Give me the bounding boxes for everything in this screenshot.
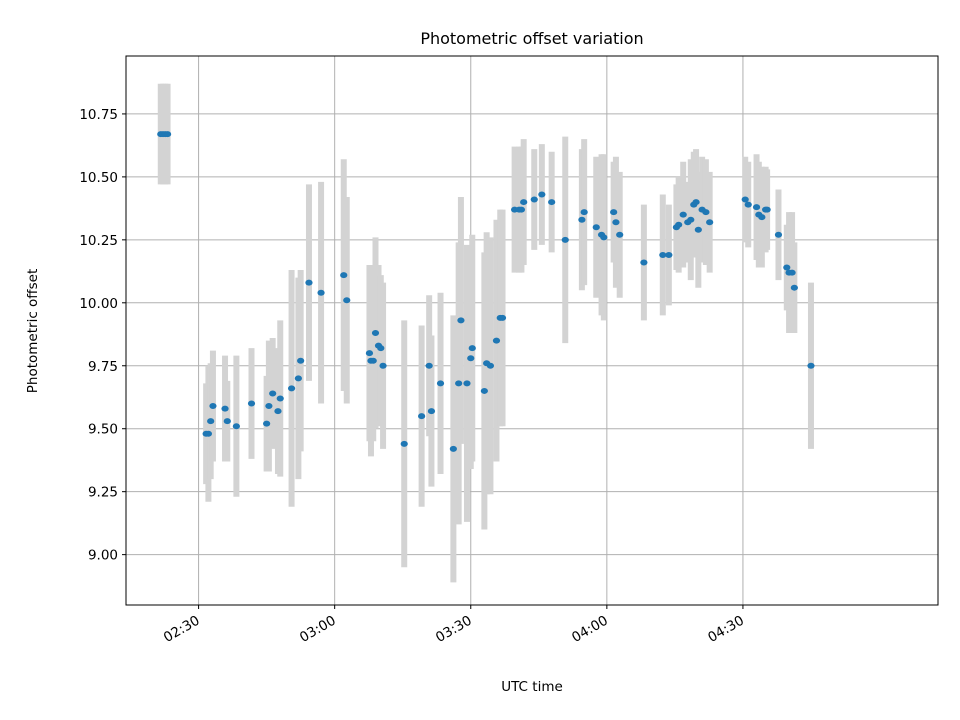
data-point bbox=[265, 403, 273, 410]
y-tick-label: 10.25 bbox=[79, 233, 118, 249]
data-point bbox=[207, 418, 215, 425]
data-point bbox=[561, 236, 569, 243]
data-point bbox=[520, 199, 528, 206]
y-tick-label: 9.75 bbox=[88, 359, 118, 375]
data-point bbox=[305, 279, 313, 286]
data-point bbox=[274, 408, 282, 415]
data-point bbox=[276, 395, 284, 402]
data-point bbox=[692, 199, 700, 206]
data-point bbox=[436, 380, 445, 387]
data-point bbox=[640, 259, 648, 266]
chart-title: Photometric offset variation bbox=[420, 29, 643, 48]
data-point bbox=[480, 387, 488, 394]
data-point bbox=[616, 231, 624, 238]
x-axis-ticks: 02:30 03:00 03:30 04:00 04:30 bbox=[161, 605, 747, 646]
data-point bbox=[247, 400, 256, 407]
data-point bbox=[418, 413, 426, 420]
data-point bbox=[600, 234, 608, 241]
data-point bbox=[223, 418, 231, 425]
x-tick-label: 02:30 bbox=[161, 613, 203, 646]
data-point bbox=[612, 219, 620, 226]
x-tick-label: 04:30 bbox=[705, 613, 747, 646]
data-point bbox=[340, 272, 348, 279]
data-point bbox=[807, 362, 815, 369]
data-point bbox=[741, 196, 749, 203]
data-point bbox=[548, 199, 556, 206]
data-point bbox=[486, 362, 495, 369]
data-point bbox=[679, 211, 687, 218]
data-point bbox=[665, 251, 673, 258]
data-point bbox=[449, 445, 457, 452]
data-point bbox=[758, 214, 766, 221]
y-tick-label: 10.75 bbox=[79, 107, 118, 123]
data-point bbox=[517, 206, 526, 213]
x-tick-label: 03:00 bbox=[297, 613, 339, 646]
data-point bbox=[287, 385, 296, 392]
data-point bbox=[687, 216, 695, 223]
data-point bbox=[463, 380, 471, 387]
plot-frame bbox=[125, 55, 939, 606]
data-point bbox=[774, 231, 783, 238]
data-point bbox=[783, 264, 791, 271]
data-point bbox=[427, 408, 436, 415]
data-point bbox=[343, 297, 351, 304]
data-point bbox=[317, 289, 325, 296]
data-point bbox=[592, 224, 600, 231]
data-point bbox=[263, 420, 271, 427]
data-point bbox=[530, 196, 538, 203]
data-point bbox=[204, 430, 213, 437]
data-point bbox=[232, 423, 240, 430]
data-point bbox=[694, 226, 702, 233]
data-point bbox=[209, 403, 217, 410]
data-point bbox=[297, 357, 305, 364]
data-point bbox=[377, 345, 385, 352]
data-point bbox=[467, 355, 475, 362]
data-point bbox=[425, 362, 433, 369]
point-layer bbox=[157, 131, 815, 452]
data-point bbox=[371, 330, 380, 337]
x-axis-label: UTC time bbox=[501, 679, 563, 695]
x-tick-label: 04:00 bbox=[569, 613, 611, 646]
data-point bbox=[763, 206, 771, 213]
y-axis-label: Photometric offset bbox=[25, 269, 41, 393]
y-tick-label: 9.25 bbox=[88, 485, 118, 501]
data-point bbox=[610, 209, 618, 216]
data-point bbox=[365, 350, 374, 357]
data-point bbox=[468, 345, 476, 352]
errorbar-layer bbox=[157, 83, 814, 583]
data-point bbox=[744, 201, 752, 208]
data-point bbox=[788, 269, 796, 276]
data-point bbox=[702, 209, 710, 216]
data-point bbox=[400, 440, 408, 447]
data-point bbox=[163, 131, 172, 138]
data-point bbox=[752, 204, 761, 211]
data-point bbox=[455, 380, 463, 387]
data-point bbox=[379, 362, 387, 369]
data-point bbox=[498, 314, 507, 321]
data-point bbox=[675, 221, 683, 228]
data-point bbox=[790, 284, 798, 291]
data-point bbox=[492, 337, 501, 344]
grid-layer bbox=[126, 56, 938, 605]
data-point bbox=[706, 219, 714, 226]
data-point bbox=[221, 405, 229, 412]
y-axis-ticks: 9.00 9.25 9.50 9.75 10.00 10.25 10.50 10.75 bbox=[79, 107, 126, 564]
data-point bbox=[538, 191, 546, 198]
y-tick-label: 9.50 bbox=[88, 422, 118, 438]
x-tick-label: 03:30 bbox=[433, 613, 475, 646]
data-point bbox=[580, 209, 588, 216]
data-point bbox=[659, 251, 667, 258]
data-point bbox=[269, 390, 277, 397]
data-point bbox=[369, 357, 377, 364]
data-point bbox=[457, 317, 465, 324]
data-point bbox=[578, 216, 586, 223]
y-tick-label: 10.50 bbox=[79, 170, 118, 186]
y-tick-label: 9.00 bbox=[88, 548, 118, 564]
y-tick-label: 10.00 bbox=[79, 296, 118, 312]
data-point bbox=[294, 375, 302, 382]
